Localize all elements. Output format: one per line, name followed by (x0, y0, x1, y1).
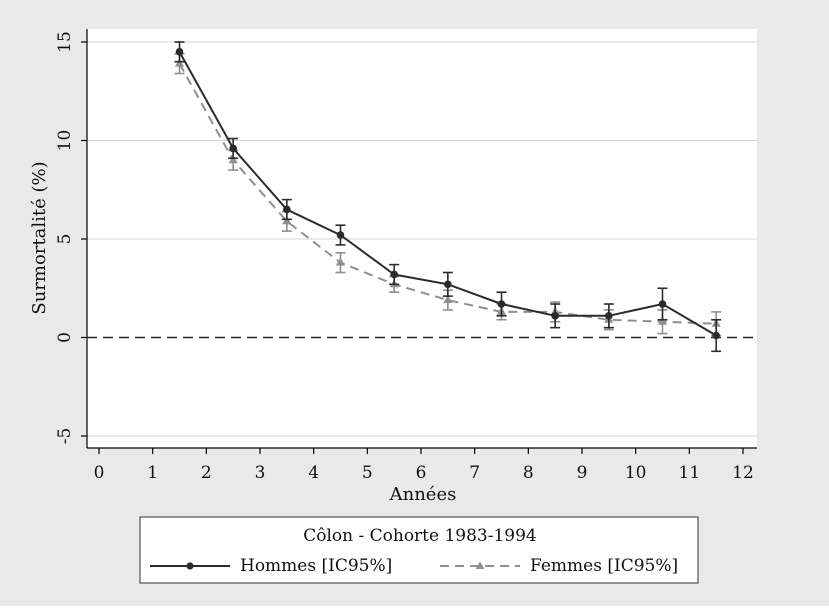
y-tick-label: 10 (55, 130, 75, 152)
data-point (444, 280, 452, 289)
legend-label-femmes: Femmes [IC95%] (530, 556, 678, 576)
x-tick-label: 3 (255, 463, 266, 483)
legend-title: Côlon - Cohorte 1983-1994 (303, 526, 537, 546)
data-point (228, 155, 238, 164)
data-point (443, 295, 453, 304)
data-point (605, 312, 613, 320)
y-tick-label: 15 (55, 31, 75, 53)
data-point (282, 216, 292, 225)
legend-marker-triangle (475, 561, 485, 569)
x-tick-label: 4 (308, 463, 319, 483)
x-tick-label: 7 (469, 463, 480, 483)
x-tick-label: 10 (625, 463, 647, 483)
legend-swatch-femmes (440, 561, 520, 569)
legend-swatch-hommes (150, 562, 230, 570)
series-layer (174, 41, 722, 353)
series-hommes (174, 41, 722, 353)
x-tick-label: 8 (523, 463, 534, 483)
data-point (174, 58, 185, 67)
data-point (551, 312, 559, 320)
y-axis-label: Surmortalité (%) (29, 161, 50, 314)
x-tick-label: 5 (362, 463, 373, 483)
legend-label-hommes: Hommes [IC95%] (240, 556, 392, 576)
legend: Côlon - Cohorte 1983-1994 Hommes [IC95%]… (139, 516, 699, 584)
x-tick-label: 2 (201, 463, 212, 483)
x-tick-label: 0 (94, 463, 105, 483)
legend-marker-circle (186, 562, 194, 570)
data-point (336, 231, 345, 239)
axes (81, 29, 757, 454)
data-point (283, 205, 291, 214)
data-point (175, 48, 184, 56)
y-tick-label: 0 (55, 332, 75, 343)
data-point (335, 257, 346, 266)
x-tick-label: 6 (416, 463, 427, 483)
x-tick-label: 12 (732, 463, 754, 483)
gridlines (87, 41, 757, 437)
data-point (712, 331, 720, 340)
data-point (658, 300, 667, 308)
x-tick-label: 9 (577, 463, 588, 483)
data-point (229, 144, 237, 153)
data-point (390, 270, 398, 279)
x-tick-label: 1 (147, 463, 158, 483)
data-point (497, 300, 506, 308)
y-tick-label: -5 (55, 428, 75, 445)
y-tick-label: 5 (55, 234, 75, 245)
x-tick-label: 11 (679, 463, 701, 483)
data-point (657, 316, 668, 325)
x-axis-label: Années (389, 484, 457, 505)
legend-box (139, 516, 699, 584)
